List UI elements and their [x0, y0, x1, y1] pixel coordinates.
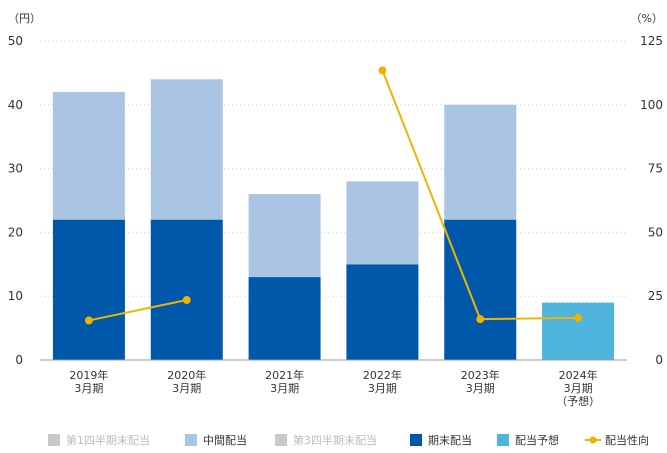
legend-label: 期末配当 — [428, 433, 472, 447]
y-left-tick-label: 30 — [8, 162, 23, 176]
legend-label: 第3四半期末配当 — [293, 433, 377, 447]
x-tick-label: 2023年 — [461, 368, 500, 382]
line-point — [574, 313, 583, 322]
y-right-tick-label: 25 — [648, 289, 663, 303]
legend-swatch — [497, 434, 509, 446]
line-point — [378, 66, 387, 75]
x-tick-label: 3月期 — [270, 382, 299, 395]
line-segment — [480, 316, 579, 321]
legend-item: 配当予想 — [497, 433, 559, 447]
legend: 第1四半期末配当 中間配当 第3四半期末配当 期末配当 配当予想 配当性向 — [48, 433, 649, 447]
legend-swatch — [410, 434, 422, 446]
x-tick-label: （予想） — [556, 394, 600, 408]
x-tick-label: 3月期 — [368, 382, 397, 395]
y-right-tick-label: 75 — [648, 162, 663, 176]
y-left-tick-label: 50 — [8, 34, 23, 48]
y-left-tick-label: 10 — [8, 289, 23, 303]
legend-swatch — [185, 434, 197, 446]
legend-item: 第3四半期末配当 — [275, 433, 377, 447]
legend-label: 配当性向 — [605, 433, 649, 447]
line-point — [182, 296, 191, 305]
bar-segment — [444, 104, 517, 220]
x-tick-label: 2022年 — [363, 368, 402, 382]
x-tick-label: 2024年 — [559, 368, 598, 382]
bar-segment — [52, 92, 125, 220]
legend-label: 中間配当 — [203, 433, 247, 447]
y-right-unit: （%） — [631, 12, 663, 25]
x-tick-label: 3月期 — [172, 382, 201, 395]
axes: 01020304050（円）0255075100125（%）2019年3月期20… — [8, 12, 663, 408]
legend-item: 期末配当 — [410, 433, 472, 447]
bar-segment — [248, 277, 321, 360]
line-segment — [381, 69, 482, 320]
bar-segment — [346, 264, 419, 360]
bar-segment — [150, 219, 223, 360]
bar-segment — [248, 194, 321, 278]
line-point — [476, 315, 485, 324]
x-tick-label: 3月期 — [74, 382, 103, 395]
legend-label: 配当予想 — [515, 433, 559, 447]
y-right-tick-label: 100 — [640, 98, 663, 112]
x-tick-label: 3月期 — [564, 382, 593, 395]
x-tick-label: 2019年 — [69, 368, 108, 382]
line-point — [84, 316, 93, 325]
y-right-tick-label: 0 — [655, 353, 663, 367]
y-left-tick-label: 0 — [15, 353, 23, 367]
legend-marker — [589, 436, 597, 444]
legend-label: 第1四半期末配当 — [66, 433, 150, 447]
x-tick-label: 2020年 — [167, 368, 206, 382]
bar-segment — [346, 181, 419, 265]
legend-item: 中間配当 — [185, 433, 247, 447]
bar-segment — [150, 79, 223, 220]
legend-item: 第1四半期末配当 — [48, 433, 150, 447]
y-right-tick-label: 50 — [648, 225, 663, 239]
legend-swatch — [48, 434, 60, 446]
payout-ratio-line — [84, 66, 583, 325]
legend-item: 配当性向 — [585, 433, 649, 447]
bars — [52, 79, 615, 360]
line-segment — [88, 299, 187, 322]
y-right-tick-label: 125 — [640, 34, 663, 48]
bar-segment — [444, 219, 517, 360]
gridlines — [40, 40, 627, 297]
y-left-unit: （円） — [8, 12, 41, 25]
bar-segment — [542, 302, 615, 360]
legend-swatch — [275, 434, 287, 446]
y-left-tick-label: 20 — [8, 225, 23, 239]
bar-segment — [52, 219, 125, 360]
y-left-tick-label: 40 — [8, 98, 23, 112]
x-tick-label: 3月期 — [466, 382, 495, 395]
x-tick-label: 2021年 — [265, 368, 304, 382]
